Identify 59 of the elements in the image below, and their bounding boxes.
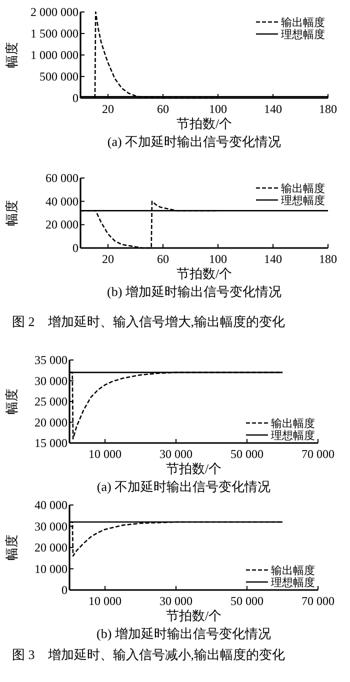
y-tick-label: 500 000 <box>40 70 78 84</box>
x-tick-label: 70 000 <box>302 447 334 461</box>
x-tick-label: 180 <box>319 252 337 266</box>
x-tick-label: 60 <box>157 102 169 116</box>
y-tick-label: 30 000 <box>34 374 68 388</box>
text: (a) 不加延时输出信号变化情况 <box>96 479 271 494</box>
y-tick-label: 0 <box>62 583 68 597</box>
caption: 图 3 增加延时、输入信号减小,输出幅度的变化 <box>12 647 285 662</box>
x-tick-label: 140 <box>264 102 282 116</box>
x-axis-title: 节拍数/个 <box>176 116 232 131</box>
x-axis-title: 节拍数/个 <box>166 608 222 623</box>
x-tick-label: 20 <box>102 252 114 266</box>
y-tick-label: 30 000 <box>34 519 68 534</box>
text: (b) 增加延时输出信号变化情况 <box>107 284 282 299</box>
y-axis-title: 幅度 <box>4 42 19 68</box>
y-tick-label: 20 000 <box>46 218 78 232</box>
y-tick-label: 20 000 <box>34 540 68 554</box>
y-axis-title: 幅度 <box>4 534 19 560</box>
y-tick-label: 25 000 <box>34 394 68 408</box>
x-tick-label: 70 000 <box>302 594 334 608</box>
x-tick-label: 140 <box>264 252 282 266</box>
x-tick-label: 180 <box>319 102 337 116</box>
y-tick-label: 60 000 <box>46 171 78 185</box>
x-tick-label: 30 000 <box>160 447 192 461</box>
x-tick-label: 30 000 <box>160 594 192 608</box>
y-axis-title: 幅度 <box>4 388 19 414</box>
legend-label: 理想幅度 <box>271 576 315 589</box>
legend-label: 理想幅度 <box>281 194 325 207</box>
y-tick-label: 10 000 <box>34 562 68 576</box>
caption: 图 2 增加延时、输入信号增大,输出幅度的变化 <box>12 314 285 329</box>
y-tick-label: 35 000 <box>34 353 68 367</box>
x-tick-label: 50 000 <box>230 447 264 461</box>
y-tick-label: 20 000 <box>34 415 68 430</box>
x-axis-title: 节拍数/个 <box>166 461 222 476</box>
x-tick-label: 20 <box>102 102 114 116</box>
y-tick-label: 1 500 000 <box>30 26 78 40</box>
y-tick-label: 2 000 000 <box>30 5 78 19</box>
legend-label: 输出幅度 <box>281 16 325 29</box>
y-tick-label: 0 <box>72 241 78 255</box>
x-tick-label: 60 <box>157 252 169 266</box>
legend-label: 理想幅度 <box>271 429 315 442</box>
y-tick-label: 1 000 000 <box>30 48 78 62</box>
x-tick-label: 10 000 <box>88 594 122 608</box>
legend-label: 输出幅度 <box>271 564 315 577</box>
x-tick-label: 10 000 <box>88 447 122 461</box>
legend-label: 输出幅度 <box>271 417 315 430</box>
y-tick-label: 40 000 <box>34 498 68 512</box>
x-tick-label: 50 000 <box>230 594 264 608</box>
x-axis-title: 节拍数/个 <box>176 266 232 281</box>
x-tick-label: 100 <box>209 252 227 266</box>
text: (b) 增加延时输出信号变化情况 <box>96 626 271 641</box>
y-tick-label: 15 000 <box>34 436 68 450</box>
y-tick-label: 0 <box>72 91 78 105</box>
y-axis-title: 幅度 <box>4 200 19 226</box>
y-tick-label: 40 000 <box>46 194 78 208</box>
legend-label: 理想幅度 <box>281 28 325 41</box>
text: (a) 不加延时输出信号变化情况 <box>107 134 282 149</box>
x-tick-label: 100 <box>209 102 227 116</box>
legend-label: 输出幅度 <box>281 182 325 195</box>
